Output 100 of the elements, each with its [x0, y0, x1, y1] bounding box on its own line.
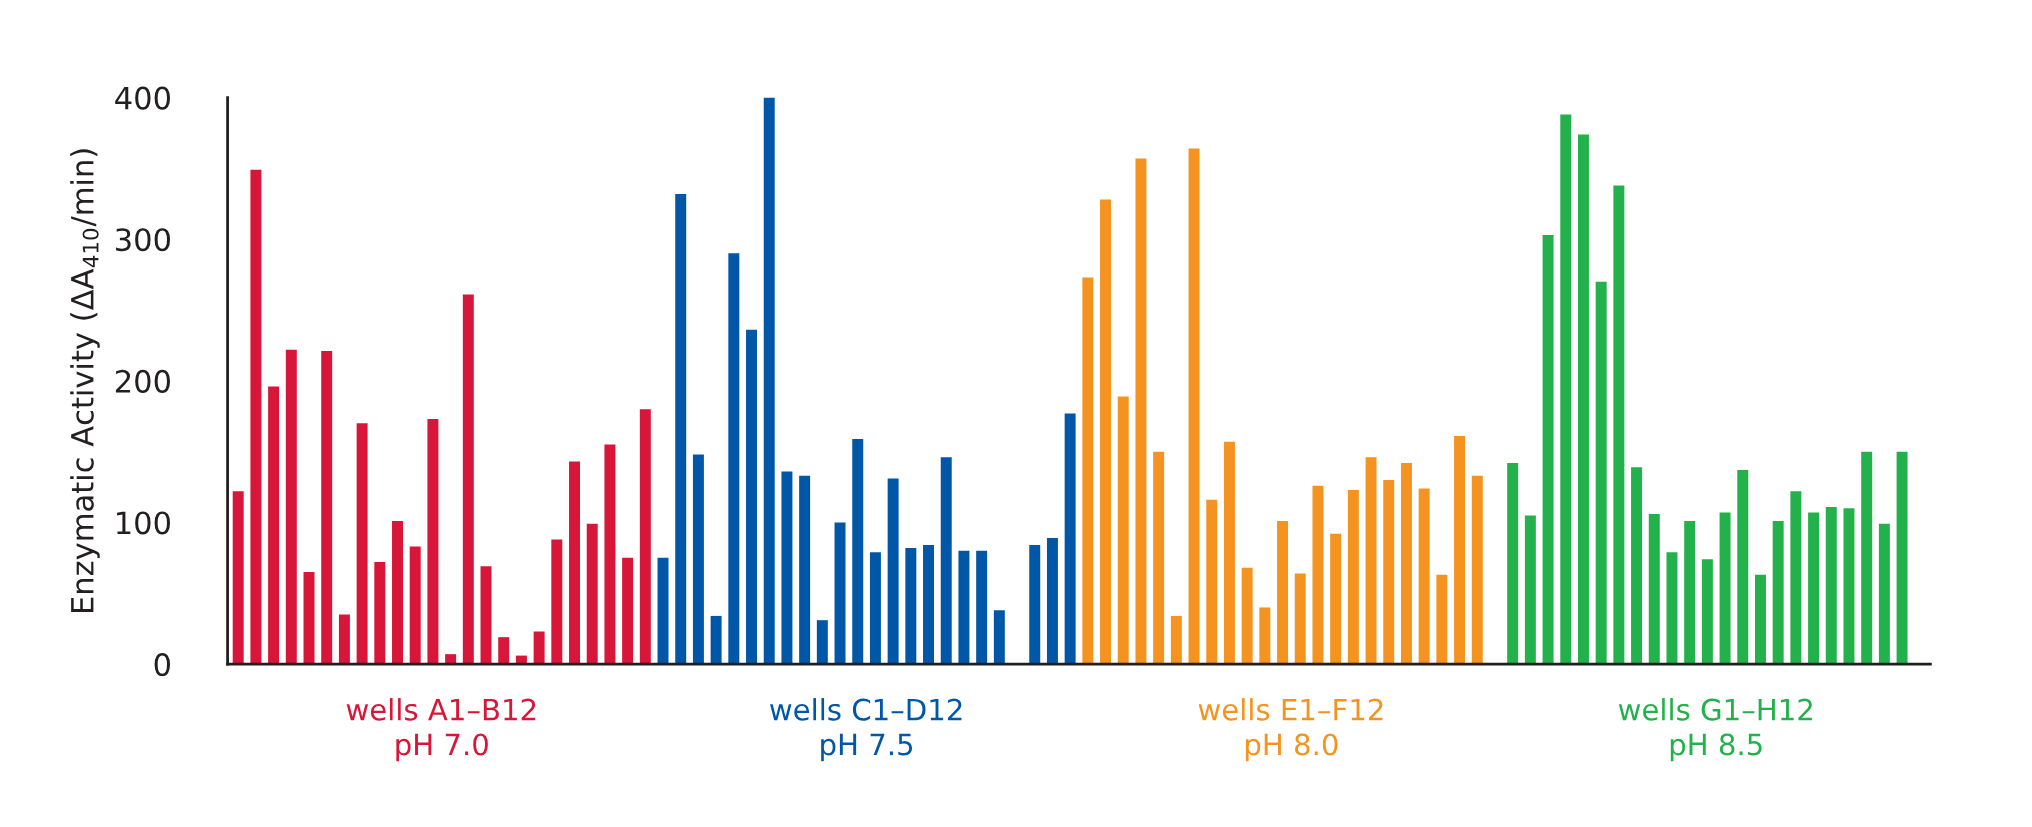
bar — [1241, 567, 1253, 665]
series-label: wells G1–H12 pH 8.5 — [1618, 698, 1812, 762]
bar — [392, 521, 403, 665]
bar — [1259, 607, 1271, 665]
bar — [462, 294, 474, 665]
bar — [268, 386, 280, 665]
bar — [1648, 513, 1660, 665]
bar — [480, 566, 492, 665]
bar — [1701, 559, 1713, 665]
bar — [710, 615, 722, 665]
y-tick-label: 200 — [115, 369, 170, 393]
bar — [586, 523, 598, 665]
bar — [1524, 515, 1536, 665]
bar — [1666, 552, 1678, 665]
bar — [374, 562, 386, 665]
bar — [1312, 485, 1324, 665]
bar — [1347, 489, 1359, 665]
bar — [551, 539, 563, 665]
bar — [1436, 574, 1448, 665]
bar — [427, 419, 439, 665]
bar — [1188, 148, 1200, 665]
bar — [321, 351, 333, 665]
bar — [1825, 506, 1837, 665]
bar — [533, 631, 545, 665]
bar — [993, 610, 1005, 665]
bar — [1613, 185, 1625, 665]
bar — [1507, 462, 1519, 665]
bar — [781, 471, 793, 665]
y-tick-label: 100 — [117, 511, 170, 535]
bar — [1843, 508, 1855, 665]
y-axis-title: Enzymatic Activity (ΔA$_{410}$/min) — [70, 149, 100, 613]
bar — [763, 97, 775, 665]
bar — [285, 349, 297, 665]
bar — [905, 547, 917, 665]
bar — [1719, 512, 1731, 665]
y-tick-label: 300 — [116, 228, 170, 252]
bar — [409, 546, 421, 665]
y-tick-label: 0 — [154, 653, 170, 677]
bar — [250, 169, 262, 665]
bar — [356, 423, 368, 665]
bar — [728, 253, 740, 665]
bar — [1595, 281, 1607, 665]
bar — [1737, 470, 1749, 665]
bar — [923, 545, 935, 665]
bar — [498, 637, 510, 665]
bar — [569, 461, 581, 665]
bar — [1471, 475, 1483, 665]
bar — [445, 654, 457, 665]
bar — [1808, 512, 1820, 665]
bar — [746, 329, 758, 665]
bar — [692, 454, 704, 665]
series-label: wells A1–B12 pH 7.0 — [346, 698, 536, 762]
bar — [1631, 467, 1643, 665]
bar — [1383, 479, 1395, 665]
bar — [604, 444, 616, 665]
bar — [1754, 574, 1766, 665]
bar — [1064, 413, 1076, 665]
bar — [639, 409, 651, 665]
bar — [1400, 462, 1412, 665]
bar — [1206, 499, 1218, 665]
y-tick-label: 400 — [115, 86, 170, 110]
bar — [1772, 521, 1784, 665]
bar — [1878, 523, 1890, 665]
bar — [852, 438, 864, 665]
bar — [1542, 234, 1554, 665]
bar — [1684, 521, 1696, 665]
series-label: wells C1–D12 pH 7.5 — [770, 698, 962, 762]
bar — [869, 552, 881, 665]
bar — [1365, 457, 1377, 665]
bar — [1046, 538, 1058, 665]
bar — [1418, 488, 1430, 665]
bar — [1896, 451, 1908, 665]
bar — [1029, 545, 1041, 665]
bar — [799, 475, 811, 665]
bar — [1330, 533, 1342, 665]
bar — [232, 491, 244, 665]
bar — [1223, 441, 1235, 665]
bar — [1082, 277, 1094, 665]
bar — [1577, 134, 1589, 665]
bar — [303, 572, 315, 665]
bar — [1294, 573, 1306, 665]
bar — [834, 522, 846, 665]
bar — [816, 620, 828, 665]
bar — [1277, 521, 1289, 665]
bar — [657, 557, 669, 665]
bar — [1861, 451, 1873, 665]
bar — [976, 550, 988, 665]
bar — [1117, 396, 1129, 665]
bar — [1560, 114, 1572, 665]
bar — [1454, 436, 1466, 665]
bar — [1153, 451, 1165, 665]
bar — [675, 193, 687, 665]
bar — [958, 550, 970, 665]
bar — [940, 457, 952, 665]
series-label: wells E1–F12 pH 8.0 — [1198, 698, 1383, 762]
bar — [1790, 491, 1802, 665]
bar — [622, 557, 634, 665]
bar — [1135, 158, 1147, 665]
bar — [1170, 615, 1182, 665]
bar — [887, 478, 899, 665]
